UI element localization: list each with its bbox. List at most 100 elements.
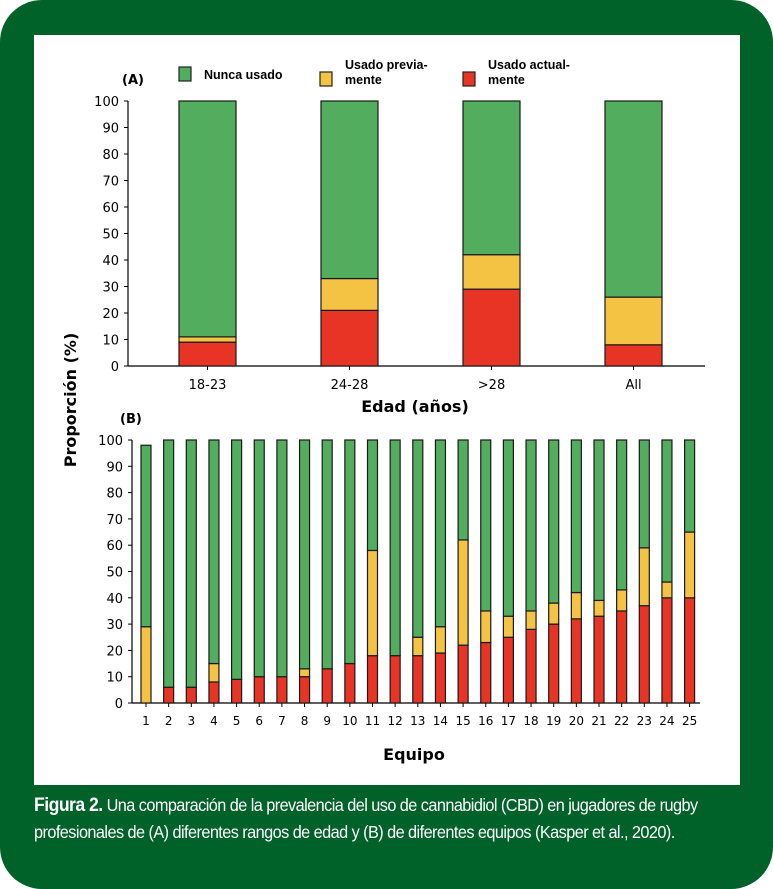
y-tick-label: 90 bbox=[102, 122, 119, 137]
bar-segment-usado-previamente bbox=[366, 549, 379, 657]
panel-label-b: (B) bbox=[120, 412, 142, 427]
chart-a: 0 10 20 30 40 50 60 70 80 90 100 18-23 24-28 >28 All bbox=[94, 95, 705, 393]
bar-segment-usado-previamente bbox=[462, 254, 521, 290]
bar-segment-nunca-usado bbox=[548, 439, 560, 604]
bar-segment-usado-actualmente bbox=[320, 309, 379, 367]
y-tick-label: 40 bbox=[102, 254, 119, 269]
y-axis-title: Proporción (%) bbox=[61, 333, 80, 468]
bar-segment-usado-previamente bbox=[298, 668, 311, 678]
bar-segment-usado-actualmente bbox=[321, 668, 333, 704]
y-tick-label: 0 bbox=[111, 360, 119, 375]
y-tick-label: 80 bbox=[106, 487, 123, 502]
x-tick-label: 3 bbox=[187, 714, 195, 728]
bar-segment-nunca-usado bbox=[412, 439, 424, 638]
bar-segment-nunca-usado bbox=[208, 439, 220, 665]
bar-segment-nunca-usado bbox=[389, 439, 401, 657]
bar-segment-nunca-usado bbox=[298, 439, 311, 670]
bar-segment-usado-actualmente bbox=[163, 686, 175, 704]
y-tick-label: 30 bbox=[106, 618, 123, 633]
bar-segment-usado-previamente bbox=[412, 636, 424, 657]
bar-segment-nunca-usado bbox=[163, 439, 175, 688]
legend-label-2-line1: Usado actual- bbox=[488, 58, 570, 72]
bar-segment-usado-previamente bbox=[178, 336, 237, 343]
bar-segment-usado-actualmente bbox=[389, 655, 401, 704]
y-tick-label: 70 bbox=[106, 513, 123, 528]
bar-segment-nunca-usado bbox=[321, 439, 333, 670]
x-axis-title-b: Equipo bbox=[383, 745, 445, 764]
bar-segment-usado-actualmente bbox=[253, 676, 265, 704]
caption-label: Figura 2. bbox=[34, 795, 103, 816]
bar-segment-nunca-usado bbox=[593, 439, 605, 602]
panel-label-a: (A) bbox=[122, 73, 144, 88]
x-tick-label: 1 bbox=[142, 714, 150, 728]
bar-segment-nunca-usado bbox=[178, 100, 237, 338]
y-tick-label: 80 bbox=[102, 148, 119, 163]
y-tick-label: 100 bbox=[94, 95, 119, 110]
x-tick-label: 2 bbox=[165, 714, 173, 728]
bar-segment-usado-actualmente bbox=[178, 341, 237, 367]
x-tick-label: 19 bbox=[546, 714, 561, 728]
x-tick-label: 24-28 bbox=[331, 378, 369, 393]
legend-swatch-1 bbox=[319, 71, 333, 87]
bar-segment-nunca-usado bbox=[462, 100, 521, 256]
bar-segment-usado-previamente bbox=[593, 599, 605, 617]
bar-segment-usado-actualmente bbox=[462, 288, 521, 367]
x-tick-label: 18-23 bbox=[189, 378, 227, 393]
bar-segment-usado-previamente bbox=[570, 591, 582, 620]
bar-segment-usado-actualmente bbox=[638, 605, 650, 704]
bar-segment-usado-actualmente bbox=[457, 644, 469, 704]
bar-segment-usado-actualmente bbox=[502, 636, 514, 704]
x-tick-label: 6 bbox=[255, 714, 263, 728]
x-tick-label: 13 bbox=[410, 714, 425, 728]
x-tick-label: 15 bbox=[455, 714, 470, 728]
x-tick-label: 7 bbox=[278, 714, 286, 728]
x-tick-label: 14 bbox=[433, 714, 448, 728]
bar-segment-usado-previamente bbox=[616, 589, 628, 612]
bar-segment-usado-actualmente bbox=[298, 676, 311, 704]
bar-segment-nunca-usado bbox=[276, 439, 288, 678]
x-tick-label: 4 bbox=[210, 714, 218, 728]
x-tick-label: >28 bbox=[478, 378, 505, 393]
y-tick-label: 20 bbox=[102, 307, 119, 322]
x-tick-label: 18 bbox=[523, 714, 538, 728]
bar-segment-usado-actualmente bbox=[434, 652, 447, 704]
bar-segment-usado-previamente bbox=[457, 539, 469, 646]
x-tick-label: 16 bbox=[478, 714, 493, 728]
bar-segment-nunca-usado bbox=[320, 100, 379, 280]
x-tick-label: 21 bbox=[591, 714, 606, 728]
bar-segment-usado-actualmente bbox=[593, 615, 605, 704]
legend-label-1-line2: mente bbox=[345, 73, 382, 87]
bar-segment-usado-previamente bbox=[683, 531, 696, 599]
x-tick-label: 17 bbox=[501, 714, 516, 728]
x-tick-label: 23 bbox=[637, 714, 652, 728]
bar-segment-nunca-usado bbox=[616, 439, 628, 591]
bar-segment-nunca-usado bbox=[480, 439, 492, 612]
legend-label-1-line1: Usado previa- bbox=[345, 58, 428, 72]
bar-segment-usado-actualmente bbox=[683, 597, 696, 704]
y-tick-label: 50 bbox=[102, 228, 119, 243]
caption-text: Una comparación de la prevalencia del us… bbox=[34, 795, 698, 842]
x-tick-label: 20 bbox=[569, 714, 584, 728]
y-tick-label: 10 bbox=[106, 671, 123, 686]
bar-segment-nunca-usado bbox=[185, 439, 197, 688]
bar-segment-nunca-usado bbox=[525, 439, 537, 612]
bar-segment-usado-actualmente bbox=[366, 655, 379, 704]
bar-segment-nunca-usado bbox=[253, 439, 265, 678]
legend-swatch-0 bbox=[178, 66, 192, 82]
y-tick-label: 50 bbox=[106, 566, 123, 581]
bar-segment-nunca-usado bbox=[604, 100, 663, 298]
y-tick-label: 70 bbox=[102, 175, 119, 190]
bar-segment-usado-previamente bbox=[480, 610, 492, 644]
bar-segment-usado-actualmente bbox=[525, 628, 537, 704]
bar-segment-usado-actualmente bbox=[276, 676, 288, 704]
bar-segment-usado-actualmente bbox=[604, 344, 663, 367]
y-tick-label: 60 bbox=[106, 539, 123, 554]
bar-segment-usado-actualmente bbox=[208, 681, 220, 704]
y-tick-label: 40 bbox=[106, 592, 123, 607]
y-tick-label: 60 bbox=[102, 201, 119, 216]
y-tick-label: 0 bbox=[115, 697, 123, 712]
x-tick-label: 10 bbox=[342, 714, 357, 728]
